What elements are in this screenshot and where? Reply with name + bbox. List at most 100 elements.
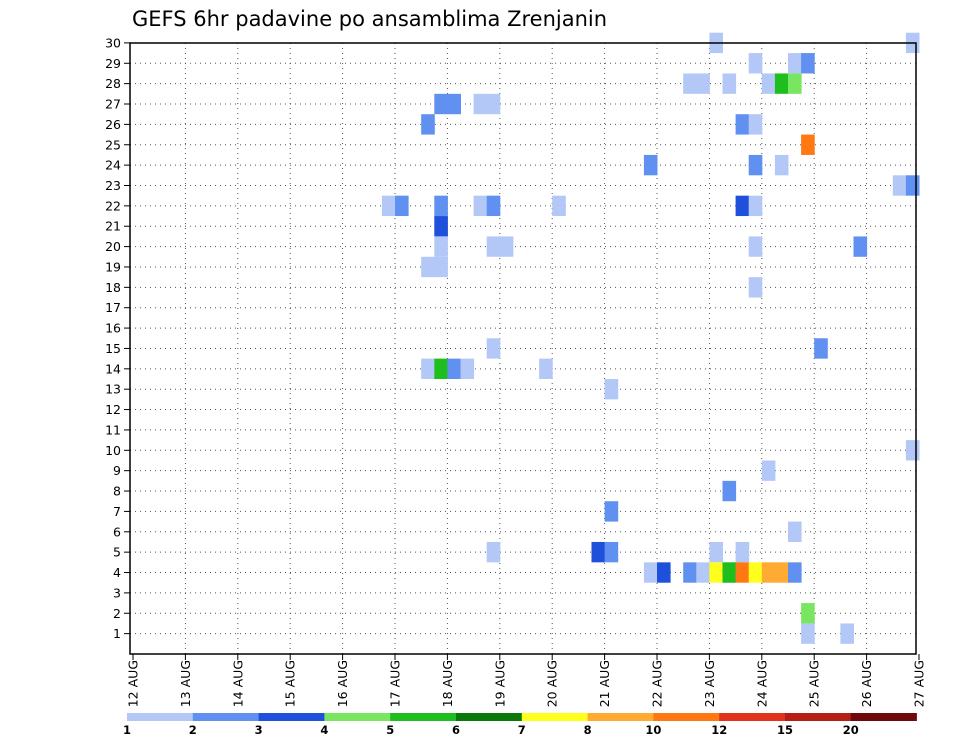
y-tick-label: 3 [113, 585, 121, 600]
y-tick-label: 30 [105, 35, 121, 50]
colorbar-swatch [587, 713, 654, 721]
precip-cell [539, 358, 553, 380]
precip-cell [735, 114, 750, 135]
precip-cell [788, 521, 802, 542]
y-tick-label: 16 [105, 321, 121, 336]
precip-cell [748, 277, 763, 298]
y-tick-label: 12 [105, 402, 121, 417]
precip-cell [696, 562, 710, 583]
precip-cell [447, 358, 461, 380]
x-tick-label: 22 AUG [650, 660, 665, 707]
y-tick-label: 17 [105, 300, 121, 315]
precip-cell [604, 541, 619, 563]
precip-cell [748, 154, 763, 176]
precip-cell [434, 216, 448, 237]
precip-cell [761, 460, 776, 481]
precip-cell [604, 501, 619, 522]
colorbar-swatch [127, 713, 194, 721]
x-tick-label: 26 AUG [859, 660, 874, 707]
colorbar-swatch [390, 713, 457, 721]
precip-cell [643, 562, 658, 583]
x-tick-label: 12 AUG [126, 660, 141, 707]
y-tick-label: 21 [105, 219, 121, 234]
y-tick-label: 28 [105, 76, 121, 91]
precip-cell [801, 623, 815, 644]
y-tick-label: 29 [105, 56, 121, 71]
precip-cell [709, 562, 723, 583]
precip-cell [774, 154, 789, 176]
y-tick-label: 27 [105, 97, 121, 112]
x-tick-label: 20 AUG [545, 660, 560, 707]
precip-cell [434, 236, 448, 257]
precip-cell [774, 562, 789, 583]
precip-cell [460, 358, 475, 380]
colorbar-swatch [850, 713, 917, 721]
precip-cell [643, 154, 658, 176]
colorbar-swatch [521, 713, 588, 721]
precip-cell [774, 73, 789, 94]
precip-cell [434, 358, 448, 380]
precip-cell [499, 236, 514, 257]
y-tick-label: 26 [105, 117, 121, 132]
precip-cell [788, 562, 802, 583]
y-tick-label: 19 [105, 259, 121, 274]
precip-cell [381, 195, 396, 217]
x-tick-label: 14 AUG [230, 660, 245, 707]
colorbar-swatch [785, 713, 852, 721]
precip-cell [892, 175, 907, 196]
precip-cell [735, 541, 750, 563]
colorbar-swatch [456, 713, 523, 721]
precip-cell [709, 541, 723, 563]
precip-cell [552, 195, 566, 217]
colorbar-tick-label: 10 [645, 723, 661, 737]
y-tick-label: 18 [105, 280, 121, 295]
x-tick-label: 13 AUG [178, 660, 193, 707]
x-axis-ticks: 12 AUG 13 AUG 14 AUG 15 AUG 16 AUG 17 AUG 18 A… [126, 654, 927, 707]
y-tick-label: 23 [105, 178, 121, 193]
precip-cell [748, 562, 763, 583]
y-tick-label: 6 [113, 524, 121, 539]
x-tick-label: 17 AUG [388, 660, 403, 707]
colorbar-tick-label: 4 [320, 723, 328, 737]
precip-cell [761, 562, 776, 583]
precip-cell [905, 440, 920, 461]
x-tick-label: 27 AUG [912, 660, 927, 707]
x-tick-label: 15 AUG [283, 660, 298, 707]
precip-cell [748, 195, 763, 217]
colorbar-tick-label: 20 [843, 723, 859, 737]
y-tick-label: 2 [113, 606, 121, 621]
precip-cell [722, 480, 737, 502]
precip-cell [735, 195, 750, 217]
colorbar: 1 2 3 4 5 6 7 8 10 12 15 20 [123, 713, 917, 737]
data-cells [381, 32, 920, 644]
precip-cell [486, 541, 501, 563]
x-tick-label: 18 AUG [440, 660, 455, 707]
precip-cell [748, 53, 763, 74]
precip-cell [722, 73, 737, 94]
precip-cell [788, 73, 802, 94]
precip-cell [801, 603, 815, 624]
precip-cell [683, 562, 697, 583]
precip-cell [761, 73, 776, 94]
colorbar-tick-label: 15 [777, 723, 793, 737]
precip-cell [434, 195, 448, 217]
precip-cell [657, 562, 671, 583]
colorbar-tick-label: 1 [123, 723, 131, 737]
colorbar-tick-label: 2 [189, 723, 197, 737]
y-tick-label: 1 [113, 626, 121, 641]
precip-cell [486, 236, 501, 257]
x-tick-label: 24 AUG [754, 660, 769, 707]
y-tick-label: 9 [113, 463, 121, 478]
precip-cell [905, 175, 920, 196]
precip-cell [421, 256, 435, 278]
precip-cell [748, 236, 763, 257]
precip-cell [421, 358, 435, 380]
y-tick-label: 15 [105, 341, 121, 356]
grid-lines [130, 42, 916, 654]
precip-cell [421, 114, 435, 135]
y-tick-label: 7 [113, 504, 121, 519]
colorbar-swatch [258, 713, 325, 721]
colorbar-tick-label: 3 [255, 723, 263, 737]
precip-cell [486, 93, 501, 115]
